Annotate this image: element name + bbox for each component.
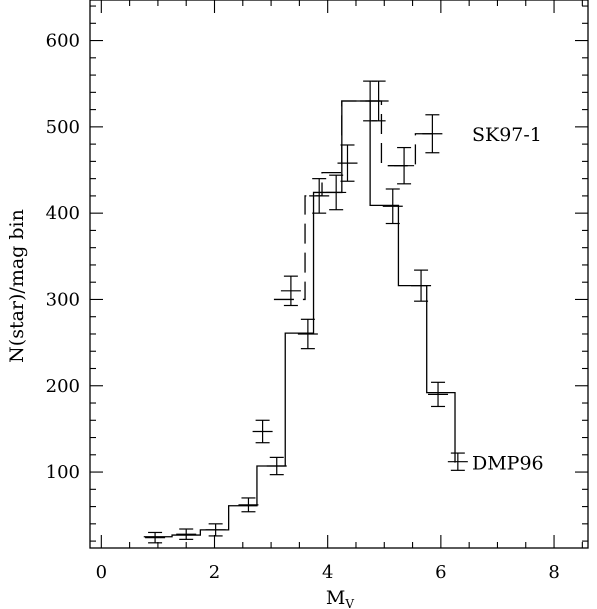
y-tick-label: 600 <box>46 31 80 52</box>
axis-ticks <box>90 0 588 548</box>
y-axis-label: N(star)/mag bin <box>6 209 28 363</box>
series-labels: DMP96 SK97-1 <box>472 124 544 475</box>
y-tick-label: 500 <box>46 117 80 138</box>
plot-frame <box>89 0 589 549</box>
data-point-sk97-1 <box>309 178 330 214</box>
x-tick-label: 4 <box>322 562 333 583</box>
step-line-dmp96 <box>143 100 456 538</box>
data-point-dmp96 <box>428 381 449 408</box>
x-axis-label: MV <box>326 587 354 609</box>
series-dmp96 <box>143 80 468 544</box>
x-tick-labels: 0 2 4 6 8 <box>96 562 560 583</box>
x-tick-label: 6 <box>435 562 446 583</box>
series-sk97-1 <box>252 80 443 444</box>
x-tick-label: 0 <box>96 562 107 583</box>
step-line-sk97-1 <box>273 100 433 301</box>
data-point-dmp96 <box>411 269 432 302</box>
data-point-dmp96 <box>326 174 347 211</box>
data-point-dmp96 <box>447 452 468 471</box>
series-layer <box>143 80 468 544</box>
y-tick-label: 200 <box>46 376 80 397</box>
y-tick-label: 300 <box>46 289 80 310</box>
data-point-dmp96 <box>145 531 166 544</box>
data-point-sk97-1 <box>337 144 358 182</box>
data-point-dmp96 <box>382 188 403 225</box>
x-tick-label: 8 <box>548 562 559 583</box>
data-point-sk97-1 <box>252 419 273 444</box>
series-label-dmp96: DMP96 <box>472 453 544 475</box>
data-point-dmp96 <box>205 523 226 537</box>
series-label-sk97-1: SK97-1 <box>472 124 542 146</box>
data-point-dmp96 <box>176 528 197 540</box>
data-point-sk97-1 <box>422 114 443 154</box>
data-point-dmp96 <box>297 318 318 350</box>
x-tick-label: 2 <box>209 562 220 583</box>
y-tick-label: 400 <box>46 203 80 224</box>
data-point-dmp96 <box>266 456 287 476</box>
data-point-sk97-1 <box>280 275 301 307</box>
y-tick-label: 100 <box>46 462 80 483</box>
data-point-dmp96 <box>238 497 259 513</box>
data-point-sk97-1 <box>368 80 389 122</box>
data-point-sk97-1 <box>394 146 415 185</box>
y-tick-labels: 100 200 300 400 500 600 <box>46 31 80 483</box>
